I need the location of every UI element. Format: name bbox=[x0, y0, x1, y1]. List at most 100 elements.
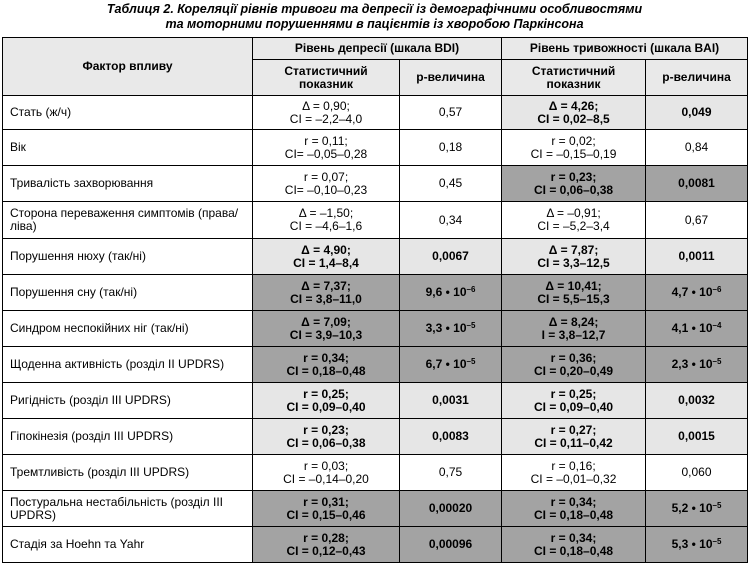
depression-stat-cell: Δ = –1,50; CI = –4,6–1,6 bbox=[252, 201, 400, 239]
anxiety-stat-cell: r = 0,16; CI = –0,01–0,32 bbox=[501, 454, 647, 491]
depression-p-value: 3,3 • 10 bbox=[425, 321, 467, 335]
anxiety-p-value: 4,7 • 10 bbox=[671, 285, 713, 299]
anxiety-p-value-cell: 0,0081 bbox=[645, 165, 749, 202]
anxiety-stat-line-2: CI = 5,5–15,3 bbox=[537, 291, 610, 306]
depression-p-value: 0,75 bbox=[438, 465, 463, 479]
anxiety-stat-line-2: CI = 0,11–0,42 bbox=[534, 435, 613, 450]
anxiety-stat-line-2: CI = 0,20–0,49 bbox=[533, 363, 614, 378]
depression-header: Рівень депресії (шкала BDI) bbox=[251, 37, 503, 60]
anxiety-p-value: 0,0015 bbox=[678, 429, 715, 443]
depression-p-value-cell: 0,0067 bbox=[398, 238, 503, 275]
anxiety-stat-line-2: CI = –5,2–3,4 bbox=[537, 219, 610, 233]
depression-p-exponent: –6 bbox=[466, 285, 476, 294]
anxiety-p-exponent: –5 bbox=[712, 501, 722, 510]
depression-stat-cell: r = 0,28; CI = 0,12–0,43 bbox=[252, 526, 400, 563]
caption-line-1: Таблиця 2. Кореляції рівнів тривоги та д… bbox=[106, 2, 643, 16]
depression-stat-cell: r = 0,34; CI = 0,18–0,48 bbox=[252, 346, 400, 383]
anxiety-stat-line-1: Δ = 7,87; bbox=[548, 242, 599, 257]
depression-stat-header: Статистичний показник bbox=[252, 59, 400, 96]
depression-p-value-cell: 9,6 • 10–6 bbox=[398, 274, 503, 311]
depression-p-value-cell: 6,7 • 10–5 bbox=[398, 346, 503, 383]
anxiety-stat-line-1: r = 0,34; bbox=[550, 530, 597, 545]
anxiety-stat-line-2: CI = 0,06–0,38 bbox=[533, 182, 614, 197]
anxiety-stat-line-1: r = 0,23; bbox=[550, 169, 597, 184]
anxiety-p-value-cell: 4,1 • 10–4 bbox=[645, 310, 749, 347]
depression-p-value-cell: 0,75 bbox=[398, 454, 503, 491]
anxiety-p-value-cell: 5,2 • 10–5 bbox=[645, 490, 749, 527]
depression-p-value-cell: 0,0083 bbox=[398, 418, 503, 455]
anxiety-stat-cell: r = 0,27; CI = 0,11–0,42 bbox=[501, 418, 647, 455]
anxiety-stat-line-2: I = 3,8–12,7 bbox=[541, 327, 606, 342]
anxiety-p-value: 5,2 • 10 bbox=[671, 501, 713, 515]
depression-stat-line-1: Δ = 0,90; bbox=[302, 98, 350, 113]
depression-stat-line-1: r = 0,31; bbox=[303, 494, 349, 509]
depression-stat-cell: r = 0,07; CI= –0,10–0,23 bbox=[252, 165, 400, 202]
depression-p-value: 0,34 bbox=[438, 212, 463, 227]
anxiety-p-value-cell: 0,67 bbox=[645, 201, 749, 239]
depression-stat-cell: Δ = 7,37; CI = 3,8–11,0 bbox=[252, 274, 400, 311]
anxiety-p-value-cell: 0,0015 bbox=[645, 418, 749, 455]
anxiety-p-exponent: –5 bbox=[712, 357, 722, 366]
depression-stat-line-1: Δ = 7,37; bbox=[301, 278, 351, 293]
depression-stat-line-2: CI = –4,6–1,6 bbox=[289, 219, 363, 233]
depression-stat-cell: Δ = 7,09; CI = 3,9–10,3 bbox=[252, 310, 400, 347]
anxiety-p-value: 0,0011 bbox=[678, 249, 715, 263]
anxiety-p-value: 0,0081 bbox=[678, 176, 715, 190]
anxiety-p-value: 0,049 bbox=[681, 105, 712, 119]
anxiety-p-value-cell: 0,0032 bbox=[645, 382, 749, 419]
factor-cell: Порушення нюху (так/ні) bbox=[2, 238, 253, 275]
factor-cell: Щоденна активність (розділ II UPDRS) bbox=[2, 346, 253, 383]
factor-cell: Ригідність (розділ III UPDRS) bbox=[2, 382, 253, 419]
anxiety-p-value-cell: 0,060 bbox=[645, 454, 749, 491]
anxiety-stat-cell: r = 0,34; CI = 0,18–0,48 bbox=[501, 490, 647, 527]
anxiety-p-exponent: –4 bbox=[712, 321, 722, 330]
anxiety-stat-line-2: CI = –0,15–0,19 bbox=[530, 146, 617, 161]
table-row: Щоденна активність (розділ II UPDRS) r = … bbox=[2, 346, 749, 383]
table-row: Порушення нюху (так/ні) Δ = 4,90; CI = 1,4… bbox=[2, 238, 749, 275]
factor-cell: Порушення сну (так/ні) bbox=[2, 274, 253, 311]
anxiety-stat-cell: r = 0,02; CI = –0,15–0,19 bbox=[501, 129, 647, 166]
depression-stat-line-2: CI= –0,05–0,28 bbox=[284, 146, 368, 161]
depression-stat-line-2: CI = 1,4–8,4 bbox=[293, 255, 359, 270]
anxiety-stat-cell: Δ = –0,91; CI = –5,2–3,4 bbox=[501, 201, 647, 239]
depression-stat-line-1: Δ = –1,50; bbox=[298, 206, 354, 220]
anxiety-stat-cell: Δ = 8,24; I = 3,8–12,7 bbox=[501, 310, 647, 347]
depression-stat-line-1: r = 0,25; bbox=[303, 386, 349, 401]
anxiety-stat-cell: Δ = 4,26; CI = 0,02–8,5 bbox=[501, 95, 647, 130]
anxiety-p-exponent: –6 bbox=[712, 285, 722, 294]
depression-stat-line-2: CI = 0,12–0,43 bbox=[286, 543, 366, 558]
anxiety-stat-cell: r = 0,34; CI = 0,18–0,48 bbox=[501, 526, 647, 563]
table-row: Ригідність (розділ III UPDRS) r = 0,25; CI… bbox=[2, 382, 749, 419]
table-row: Гіпокінезія (розділ III UPDRS) r = 0,23; C… bbox=[2, 418, 749, 455]
depression-p-value-cell: 0,45 bbox=[398, 165, 503, 202]
factor-cell: Вік bbox=[2, 129, 253, 166]
anxiety-p-value-cell: 0,049 bbox=[645, 95, 749, 130]
depression-p-value-cell: 0,34 bbox=[398, 201, 503, 239]
table-caption: Таблиця 2. Кореляції рівнів тривоги та д… bbox=[0, 0, 749, 36]
table-row: Стать (ж/ч) Δ = 0,90; CI = –2,2–4,0 0,57 Δ =… bbox=[2, 95, 749, 130]
depression-p-value: 0,0083 bbox=[432, 429, 469, 443]
factor-cell: Синдром неспокійних ніг (так/ні) bbox=[2, 310, 253, 347]
factor-header: Фактор впливу bbox=[2, 37, 253, 96]
anxiety-p-header: p-величина bbox=[645, 59, 749, 96]
depression-p-value: 0,00096 bbox=[428, 537, 473, 551]
depression-stat-cell: r = 0,31; CI = 0,15–0,46 bbox=[252, 490, 400, 527]
depression-stat-line-2: CI = 3,8–11,0 bbox=[290, 291, 362, 306]
anxiety-stat-cell: r = 0,25; CI = 0,09–0,40 bbox=[501, 382, 647, 419]
table-row: Стадія за Hoehn та Yahr r = 0,28; CI = 0,1… bbox=[2, 526, 749, 563]
depression-p-value: 0,18 bbox=[438, 140, 463, 154]
anxiety-stat-line-1: Δ = 4,26; bbox=[548, 98, 599, 113]
table-body: Стать (ж/ч) Δ = 0,90; CI = –2,2–4,0 0,57 Δ =… bbox=[2, 95, 749, 563]
depression-p-value: 0,0031 bbox=[432, 393, 469, 407]
anxiety-p-value: 4,1 • 10 bbox=[671, 321, 713, 335]
anxiety-stat-header: Статистичний показник bbox=[501, 59, 647, 96]
depression-stat-line-2: CI= –0,10–0,23 bbox=[284, 182, 368, 197]
table-row: Вік r = 0,11; CI= –0,05–0,28 0,18 r = 0,02; C… bbox=[2, 129, 749, 166]
anxiety-stat-line-2: CI = –0,01–0,32 bbox=[530, 471, 617, 486]
anxiety-p-value: 2,3 • 10 bbox=[671, 357, 713, 371]
factor-cell: Постуральна нестабільність (розділ III U… bbox=[2, 490, 253, 527]
depression-stat-line-1: r = 0,07; bbox=[303, 169, 349, 184]
anxiety-stat-line-1: r = 0,25; bbox=[550, 386, 597, 401]
anxiety-stat-cell: Δ = 7,87; CI = 3,3–12,5 bbox=[501, 238, 647, 275]
depression-stat-line-2: CI = 0,09–0,40 bbox=[286, 399, 366, 414]
